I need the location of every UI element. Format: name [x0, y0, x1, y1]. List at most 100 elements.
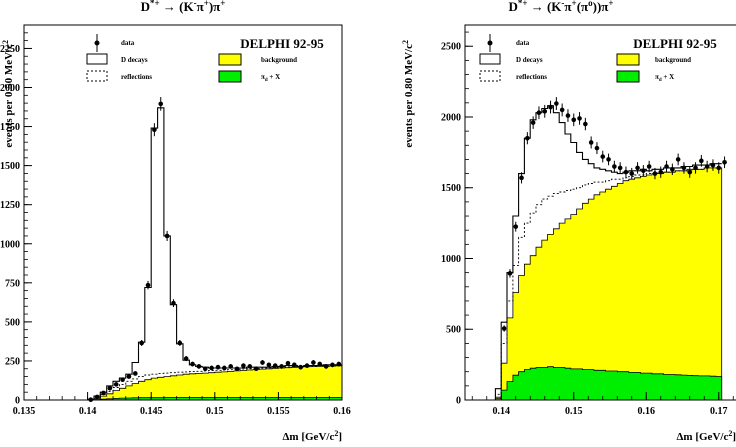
data-point [234, 366, 240, 372]
data-point [629, 167, 635, 180]
data-point [501, 325, 507, 332]
x-tick-label: 0.17 [710, 406, 728, 417]
panel-right-legend-pi-d-swatch [616, 70, 640, 83]
data-point [113, 382, 119, 387]
data-point [588, 136, 594, 149]
data-point [107, 385, 113, 391]
panel-left-ylabel: events per 0.50 MeV/c2 [1, 40, 15, 148]
data-point [241, 363, 246, 368]
data-point [215, 364, 221, 370]
data-point [710, 159, 716, 171]
panel-left-pi-d-histogram [81, 397, 342, 400]
data-point [542, 104, 548, 118]
data-point [664, 160, 669, 173]
data-point [687, 166, 693, 178]
data-point [164, 230, 170, 242]
panel-right-axis-ticks: 0.14 0.15 0.16 0.17 0 500 1000 1500 2000 2500 [441, 31, 734, 417]
data-point [177, 339, 183, 346]
data-point [704, 160, 710, 173]
data-point [183, 356, 189, 362]
panel-right-plot-area [494, 97, 727, 400]
y-tick-label: 1500 [441, 183, 461, 194]
panel-left: D*+ → (K-π+)π+ 0.135 0.14 0.145 0.15 0.155 0.… [0, 0, 351, 443]
panel-right-title: D*+ → (K-π+(πo))π+ [508, 0, 613, 14]
y-tick-label: 500 [5, 317, 20, 328]
data-point [507, 269, 513, 278]
panel-left-legend-pi-d: πd + X [261, 73, 280, 83]
data-point [675, 153, 681, 166]
panel-right-xlabel: Δm [GeV/c2] [677, 429, 736, 443]
y-tick-label: 1000 [441, 254, 461, 265]
panel-right-legend-d-decays: D decays [516, 56, 543, 64]
panel-right-frame [464, 24, 736, 401]
data-point [272, 363, 278, 368]
data-point [266, 362, 272, 368]
y-tick-label: 1750 [0, 122, 20, 133]
x-tick-label: 0.15 [206, 406, 224, 417]
panel-left-legend-background-swatch [218, 53, 242, 66]
panel-right-legend-d-decays-swatch [479, 53, 501, 65]
data-point [158, 97, 164, 111]
panel-right-background-histogram [495, 167, 723, 400]
data-point [202, 366, 208, 372]
panel-left-xlabel: Δm [GeV/c2] [283, 429, 342, 443]
data-point [323, 364, 329, 369]
y-tick-label: 500 [446, 325, 461, 336]
data-point [525, 132, 530, 145]
panel-right-ylabel: events per 0.80 MeV/c2 [401, 40, 415, 148]
x-tick-label: 0.16 [638, 406, 656, 417]
data-point [571, 113, 577, 127]
data-point [304, 363, 310, 368]
panel-left-legend: data D decays reflections background πd … [86, 34, 297, 83]
pi-d-area [81, 397, 342, 400]
panel-left-title: D*+ → (K-π+)π+ [141, 0, 226, 14]
panel-right-experiment-label: DELPHI 92-95 [633, 36, 717, 51]
data-point [298, 364, 303, 370]
panel-left-background-histogram [81, 365, 342, 400]
panel-left-legend-pi-d-swatch [218, 70, 242, 83]
data-point [681, 162, 687, 174]
y-tick-label: 2500 [441, 42, 461, 53]
background-area [81, 365, 342, 400]
data-point [606, 153, 611, 166]
data-point [260, 360, 265, 365]
data-point [94, 394, 100, 400]
data-point [617, 162, 623, 174]
data-point [101, 390, 106, 396]
panel-left-legend-data-marker [94, 34, 100, 52]
data-point [120, 377, 125, 382]
y-tick-label: 2000 [0, 83, 20, 94]
data-point [126, 374, 132, 379]
data-point [285, 360, 291, 366]
panel-left-axis-ticks: 0.135 0.14 0.145 0.15 0.155 0.16 0 250 500 750 100… [0, 24, 351, 417]
panel-right-legend-pi-d: πd + X [655, 73, 674, 83]
reflections-line [494, 167, 722, 400]
data-point [247, 364, 253, 369]
panel-right-legend: data D decays reflections background πd … [479, 34, 691, 83]
data-point [209, 365, 214, 371]
data-point [171, 299, 176, 308]
data-point [670, 163, 675, 176]
panel-right-data-points [501, 97, 727, 332]
data-point [652, 167, 658, 180]
data-point [641, 165, 646, 177]
data-point [600, 150, 606, 163]
data-point [658, 166, 664, 178]
panel-left-legend-d-decays-swatch [86, 53, 108, 65]
data-point [646, 160, 652, 173]
panel-right-legend-reflections: reflections [516, 73, 547, 81]
data-point [699, 155, 704, 167]
pi-d-area [495, 366, 723, 400]
y-tick-label: 1000 [0, 239, 20, 250]
panel-left-plot-area [81, 97, 342, 402]
data-point [279, 364, 284, 369]
data-point [292, 362, 297, 368]
panel-right-legend-reflections-swatch [479, 70, 501, 82]
x-tick-label: 0.145 [140, 406, 163, 417]
data-point [196, 364, 202, 369]
data-point [612, 160, 617, 173]
data-point [145, 280, 151, 290]
data-point [222, 365, 227, 371]
y-tick-label: 1500 [0, 161, 20, 172]
